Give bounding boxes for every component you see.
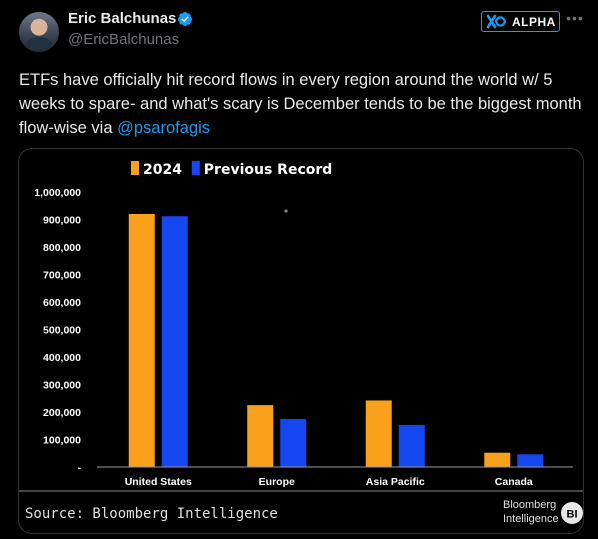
avatar[interactable] <box>19 12 59 52</box>
bar-europe-0 <box>247 405 274 467</box>
bar-united-states-0 <box>128 214 155 467</box>
tweet-media[interactable]: 2024 Previous Record - 100,000 200,000 300,0… <box>18 148 584 534</box>
bar-europe-1 <box>280 418 307 467</box>
handle[interactable]: @EricBalchunas <box>68 31 180 48</box>
y-tick-label: 500,000 <box>43 325 81 337</box>
y-tick-label: - <box>78 462 82 474</box>
bar-canada-1 <box>517 454 544 467</box>
y-tick-label: 1,000,000 <box>34 187 81 199</box>
bar-chart: 2024 Previous Record - 100,000 200,000 300,0… <box>19 161 583 525</box>
display-name[interactable]: Eric Balchunas <box>68 10 177 27</box>
chart-source: Source: Bloomberg Intelligence <box>25 506 278 522</box>
brand-line-1: Bloomberg <box>503 499 556 511</box>
artifact-dot <box>284 209 288 213</box>
more-horizontal-icon[interactable]: ••• <box>566 10 584 26</box>
y-axis: - 100,000 200,000 300,000 400,000 500,000 600,… <box>34 187 81 474</box>
alpha-logo-icon <box>486 14 507 29</box>
tweet-body: ETFs have officially hit record flows in… <box>19 71 582 137</box>
chart-legend: 2024 Previous Record <box>131 161 332 178</box>
x-axis: United States Europe Asia Pacific Canada <box>97 466 573 488</box>
bars <box>128 209 544 467</box>
x-tick-label: United States <box>125 476 192 488</box>
bar-asia-pacific-1 <box>398 424 425 467</box>
alpha-badge-label: ALPHA <box>512 14 556 29</box>
bar-united-states-1 <box>161 216 188 467</box>
x-tick-label: Canada <box>495 476 533 488</box>
legend-swatch-0 <box>131 161 139 175</box>
y-tick-label: 700,000 <box>43 270 81 282</box>
alpha-badge[interactable]: ALPHA <box>481 11 560 32</box>
y-tick-label: 900,000 <box>43 215 81 227</box>
y-tick-label: 800,000 <box>43 242 81 254</box>
legend-label-0: 2024 <box>143 162 182 178</box>
brand-line-2: Intelligence <box>503 513 559 525</box>
legend-label-1: Previous Record <box>204 162 332 178</box>
y-tick-label: 400,000 <box>43 352 81 364</box>
y-tick-label: 300,000 <box>43 380 81 392</box>
bar-asia-pacific-0 <box>365 400 392 467</box>
y-tick-label: 600,000 <box>43 297 81 309</box>
bi-logo-text: BI <box>567 509 578 521</box>
mention-link[interactable]: @psarofagis <box>117 119 210 137</box>
y-tick-label: 100,000 <box>43 435 81 447</box>
bar-canada-0 <box>484 452 511 467</box>
y-tick-label: 200,000 <box>43 407 81 419</box>
x-tick-label: Europe <box>259 476 295 488</box>
x-tick-label: Asia Pacific <box>366 476 425 488</box>
tweet-text: ETFs have officially hit record flows in… <box>19 68 589 140</box>
legend-swatch-1 <box>191 161 200 175</box>
bi-logo-icon <box>561 502 583 524</box>
verified-badge-icon <box>177 12 192 26</box>
